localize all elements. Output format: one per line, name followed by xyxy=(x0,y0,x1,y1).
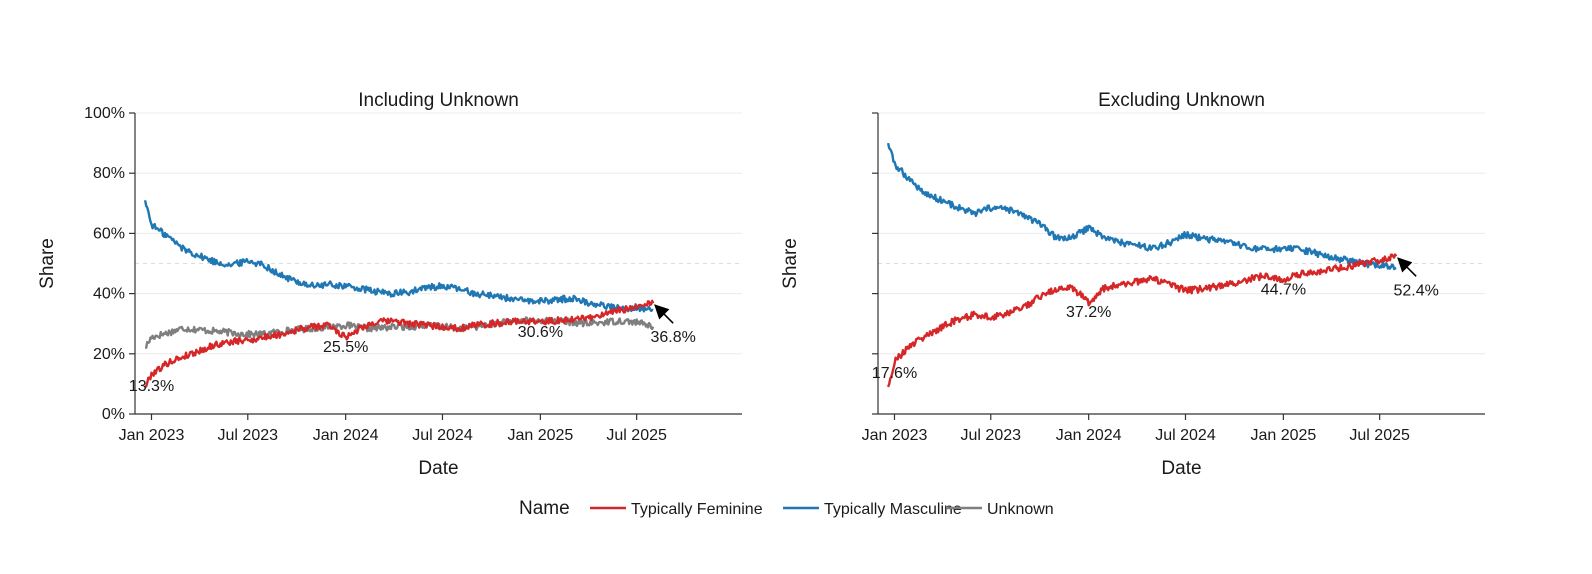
chart-title: Excluding Unknown xyxy=(1098,90,1265,111)
annotation-label: 52.4% xyxy=(1393,282,1438,299)
legend-item-unknown: Unknown xyxy=(946,501,1054,518)
x-tick-label: Jul 2025 xyxy=(606,427,667,444)
annotation-label: 30.6% xyxy=(518,324,563,341)
y-tick-label: 40% xyxy=(93,286,125,303)
x-tick-label: Jan 2024 xyxy=(313,427,379,444)
annotation-label: 13.3% xyxy=(129,378,174,395)
annotation-label: 17.6% xyxy=(872,365,917,382)
y-tick-label: 60% xyxy=(93,225,125,242)
x-tick-label: Jul 2023 xyxy=(218,427,279,444)
panel-including-unknown: 0% 20% 40% 60% 80% 100% Jan 2023 Jul 2023 Jan 20… xyxy=(37,90,742,479)
x-tick-label: Jul 2023 xyxy=(961,427,1022,444)
legend-title: Name xyxy=(519,498,570,519)
chart-title: Including Unknown xyxy=(358,90,519,111)
legend: Name Typically Feminine Typically Masculin… xyxy=(519,498,1054,519)
legend-label: Unknown xyxy=(987,501,1054,518)
x-axis-title: Date xyxy=(1161,458,1201,479)
x-tick-label: Jan 2023 xyxy=(119,427,185,444)
x-tick-label: Jan 2025 xyxy=(507,427,573,444)
x-tick-label: Jan 2023 xyxy=(862,427,928,444)
annotation-label: 44.7% xyxy=(1261,281,1306,298)
x-axis-title: Date xyxy=(418,458,458,479)
series-line-typically-feminine xyxy=(144,299,655,388)
y-tick-label: 0% xyxy=(102,406,125,423)
legend-item-typically-masculine: Typically Masculine xyxy=(783,501,962,518)
x-tick-label: Jul 2024 xyxy=(1155,427,1216,444)
x-tick-label: Jan 2025 xyxy=(1250,427,1316,444)
y-tick-label: 20% xyxy=(93,346,125,363)
legend-label: Typically Masculine xyxy=(824,501,962,518)
annotation-arrow xyxy=(1397,257,1417,277)
y-tick-label: 80% xyxy=(93,165,125,182)
series-line-typically-feminine xyxy=(886,253,1398,388)
annotation-label: 36.8% xyxy=(650,329,695,346)
annotation-arrow xyxy=(654,304,674,324)
y-axis-title: Share xyxy=(37,238,58,289)
y-tick-label: 100% xyxy=(84,105,125,122)
panel-excluding-unknown: Jan 2023 Jul 2023 Jan 2024 Jul 2024 Jan 2025… xyxy=(780,90,1485,479)
legend-label: Typically Feminine xyxy=(631,501,763,518)
annotation-label: 37.2% xyxy=(1066,304,1111,321)
annotation-label: 25.5% xyxy=(323,339,368,356)
x-tick-label: Jul 2024 xyxy=(412,427,473,444)
y-axis-title: Share xyxy=(780,238,801,289)
x-tick-label: Jan 2024 xyxy=(1056,427,1122,444)
x-tick-label: Jul 2025 xyxy=(1349,427,1410,444)
legend-item-typically-feminine: Typically Feminine xyxy=(590,501,763,518)
series-line-typically-masculine xyxy=(143,200,654,313)
series-line-typically-masculine xyxy=(886,142,1397,271)
